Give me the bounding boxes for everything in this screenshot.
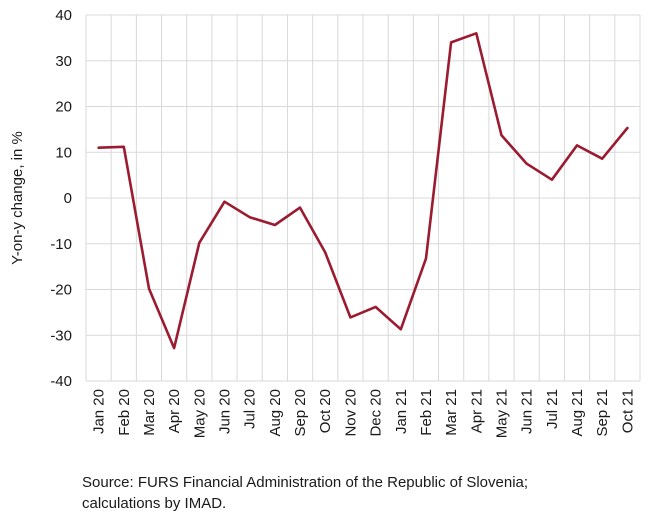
- x-tick-label: Mar 21: [443, 389, 460, 436]
- gridlines: [86, 15, 640, 381]
- x-tick-label: Apr 21: [468, 389, 485, 433]
- x-tick-label: Nov 20: [342, 389, 359, 437]
- x-axis-ticks: Jan 20 Feb 20 Mar 20 Apr 20 May 20 Jun 20 Jul …: [91, 389, 637, 438]
- x-tick-label: Jun 20: [217, 389, 234, 434]
- x-tick-label: Feb 20: [116, 389, 133, 436]
- source-note: Source: FURS Financial Administration of…: [82, 472, 582, 514]
- x-tick-label: Jun 21: [519, 389, 536, 434]
- y-tick-label: 0: [64, 190, 72, 207]
- y-tick-label: -10: [50, 236, 72, 253]
- x-tick-label: May 20: [191, 389, 208, 438]
- x-tick-label: Jul 20: [242, 389, 259, 429]
- y-tick-label: 10: [55, 144, 72, 161]
- y-tick-label: 30: [55, 53, 72, 70]
- x-tick-label: Sep 20: [292, 389, 309, 437]
- y-tick-label: -40: [50, 373, 72, 390]
- x-tick-label: Aug 21: [569, 389, 586, 437]
- x-tick-label: Dec 20: [368, 389, 385, 437]
- x-tick-label: May 21: [494, 389, 511, 438]
- y-axis-label: Y-on-y change, in %: [9, 131, 26, 265]
- x-tick-label: Feb 21: [418, 389, 435, 436]
- x-tick-label: Oct 20: [317, 389, 334, 433]
- x-tick-label: Sep 21: [594, 389, 611, 437]
- y-tick-label: -30: [50, 327, 72, 344]
- y-tick-label: 20: [55, 99, 72, 116]
- x-tick-label: Apr 20: [166, 389, 183, 433]
- x-tick-label: Oct 21: [619, 389, 636, 433]
- x-tick-label: Jan 21: [393, 389, 410, 434]
- x-tick-label: Jul 21: [544, 389, 561, 429]
- x-tick-label: Jan 20: [91, 389, 108, 434]
- x-tick-label: Aug 20: [267, 389, 284, 437]
- y-tick-label: -20: [50, 282, 72, 299]
- y-axis-ticks: 40 30 20 10 0 -10 -20 -30 -40: [50, 7, 72, 390]
- x-tick-label: Mar 20: [141, 389, 158, 436]
- line-chart: 40 30 20 10 0 -10 -20 -30 -40 Jan 20 Feb 20 Mar 20…: [0, 0, 650, 470]
- y-tick-label: 40: [55, 7, 72, 24]
